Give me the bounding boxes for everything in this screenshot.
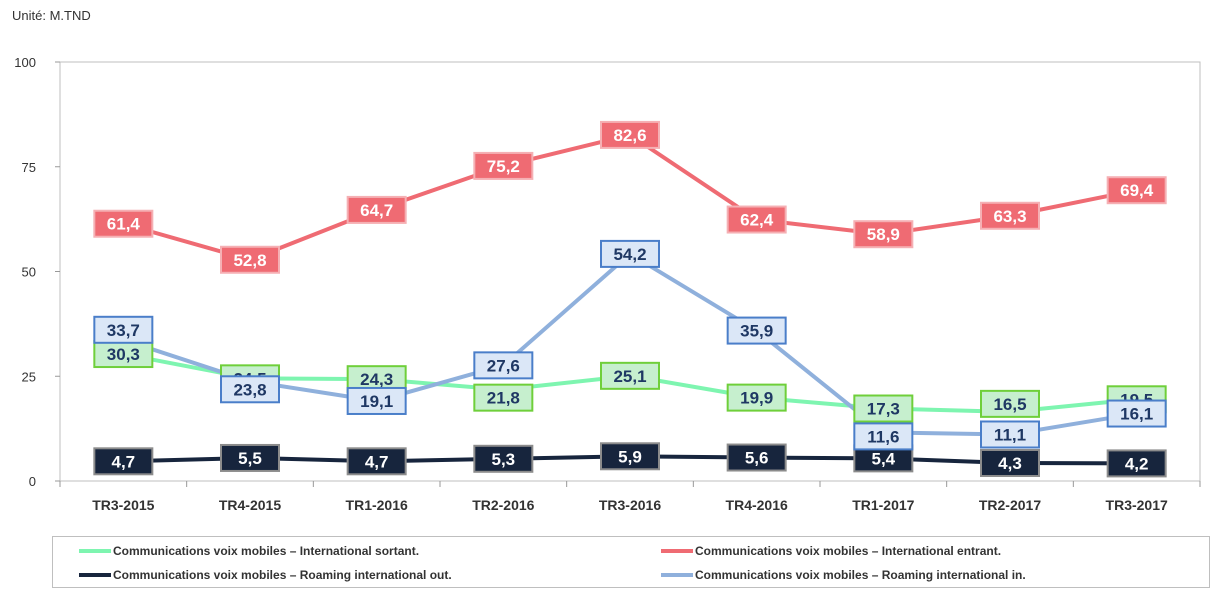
x-tick-label: TR2-2016 (472, 497, 534, 513)
data-label-text: 4,7 (112, 452, 136, 471)
data-label-text: 11,1 (994, 425, 1026, 444)
legend-swatch (79, 573, 111, 577)
data-label: 4,7 (94, 448, 152, 474)
data-label-text: 21,8 (487, 389, 520, 408)
y-tick-label: 25 (22, 369, 36, 384)
data-label: 17,3 (854, 396, 912, 422)
data-label: 4,2 (1108, 450, 1166, 476)
x-tick-label: TR2-2017 (979, 497, 1041, 513)
data-label-text: 5,3 (492, 450, 516, 469)
data-label-text: 61,4 (107, 215, 141, 234)
data-label-text: 5,9 (618, 447, 642, 466)
data-label-text: 23,8 (233, 380, 266, 399)
data-label-text: 35,9 (740, 322, 773, 341)
legend-item-roaming-out: Communications voix mobiles – Roaming in… (79, 568, 452, 582)
data-label: 58,9 (854, 221, 912, 247)
data-label-text: 52,8 (233, 251, 266, 270)
data-label: 19,1 (348, 388, 406, 414)
legend-swatch (79, 549, 111, 553)
data-label: 11,1 (981, 421, 1039, 447)
data-label: 16,5 (981, 391, 1039, 417)
legend-label: Communications voix mobiles – Roaming in… (695, 568, 1026, 582)
data-label-text: 11,6 (867, 427, 899, 446)
data-label-text: 62,4 (740, 211, 774, 230)
data-label-text: 82,6 (613, 126, 646, 145)
x-tick-label: TR1-2017 (852, 497, 914, 513)
data-label-text: 19,9 (740, 389, 773, 408)
data-label-text: 54,2 (613, 245, 646, 264)
data-label: 11,6 (854, 423, 912, 449)
data-label-text: 33,7 (107, 321, 140, 340)
data-label-text: 30,3 (107, 345, 140, 364)
data-label: 4,3 (981, 450, 1039, 476)
y-tick-label: 100 (14, 55, 36, 70)
data-label: 52,8 (221, 247, 279, 273)
x-tick-label: TR4-2015 (219, 497, 281, 513)
data-label-text: 16,5 (993, 395, 1026, 414)
legend-label: Communications voix mobiles – Roaming in… (113, 568, 452, 582)
data-label-text: 17,3 (867, 400, 900, 419)
y-tick-label: 75 (22, 160, 36, 175)
legend-label: Communications voix mobiles – Internatio… (113, 544, 419, 558)
data-label: 82,6 (601, 122, 659, 148)
legend-swatch (661, 549, 693, 553)
data-label: 62,4 (728, 207, 786, 233)
data-label: 64,7 (348, 197, 406, 223)
legend-item-international-sortant: Communications voix mobiles – Internatio… (79, 544, 419, 558)
data-label: 33,7 (94, 317, 152, 343)
data-label-text: 64,7 (360, 201, 393, 220)
data-label-text: 16,1 (1120, 405, 1153, 424)
data-label-text: 5,5 (238, 449, 262, 468)
x-tick-label: TR3-2017 (1106, 497, 1168, 513)
legend-item-roaming-in: Communications voix mobiles – Roaming in… (661, 568, 1026, 582)
data-label: 54,2 (601, 241, 659, 267)
data-label-text: 25,1 (613, 367, 646, 386)
data-label-text: 75,2 (487, 157, 520, 176)
y-tick-label: 50 (22, 265, 36, 280)
data-label-text: 58,9 (867, 225, 900, 244)
data-label-text: 5,4 (872, 449, 896, 468)
data-label-text: 24,3 (360, 370, 393, 389)
data-label: 19,9 (728, 385, 786, 411)
x-tick-label: TR1-2016 (346, 497, 408, 513)
data-label: 61,4 (94, 211, 152, 237)
data-label: 5,5 (221, 445, 279, 471)
y-tick-label: 0 (29, 474, 36, 489)
data-label-text: 27,6 (487, 356, 520, 375)
data-label: 75,2 (474, 153, 532, 179)
data-label: 5,3 (474, 446, 532, 472)
data-label-text: 4,2 (1125, 454, 1149, 473)
legend-label: Communications voix mobiles – Internatio… (695, 544, 1001, 558)
data-label: 5,6 (728, 445, 786, 471)
data-label: 4,7 (348, 448, 406, 474)
data-label: 63,3 (981, 203, 1039, 229)
data-label: 30,3 (94, 341, 152, 367)
data-label-text: 4,7 (365, 452, 389, 471)
data-label-text: 69,4 (1120, 181, 1154, 200)
data-label: 23,8 (221, 376, 279, 402)
x-tick-label: TR3-2015 (92, 497, 154, 513)
data-label: 27,6 (474, 352, 532, 378)
data-label: 5,9 (601, 443, 659, 469)
data-label-text: 19,1 (360, 392, 393, 411)
data-label: 16,1 (1108, 401, 1166, 427)
x-tick-label: TR4-2016 (726, 497, 788, 513)
legend-swatch (661, 573, 693, 577)
legend-item-international-entrant: Communications voix mobiles – Internatio… (661, 544, 1001, 558)
x-tick-label: TR3-2016 (599, 497, 661, 513)
data-label: 25,1 (601, 363, 659, 389)
data-label-text: 63,3 (993, 207, 1026, 226)
data-label-text: 4,3 (998, 454, 1022, 473)
data-label-text: 5,6 (745, 449, 769, 468)
data-label: 69,4 (1108, 177, 1166, 203)
chart-legend: Communications voix mobiles – Internatio… (52, 536, 1210, 588)
data-label: 35,9 (728, 318, 786, 344)
line-chart: 0 25 50 75 100 TR3-2015 TR4-2015 TR1-2016 TR2-20… (0, 0, 1216, 536)
data-label: 21,8 (474, 385, 532, 411)
